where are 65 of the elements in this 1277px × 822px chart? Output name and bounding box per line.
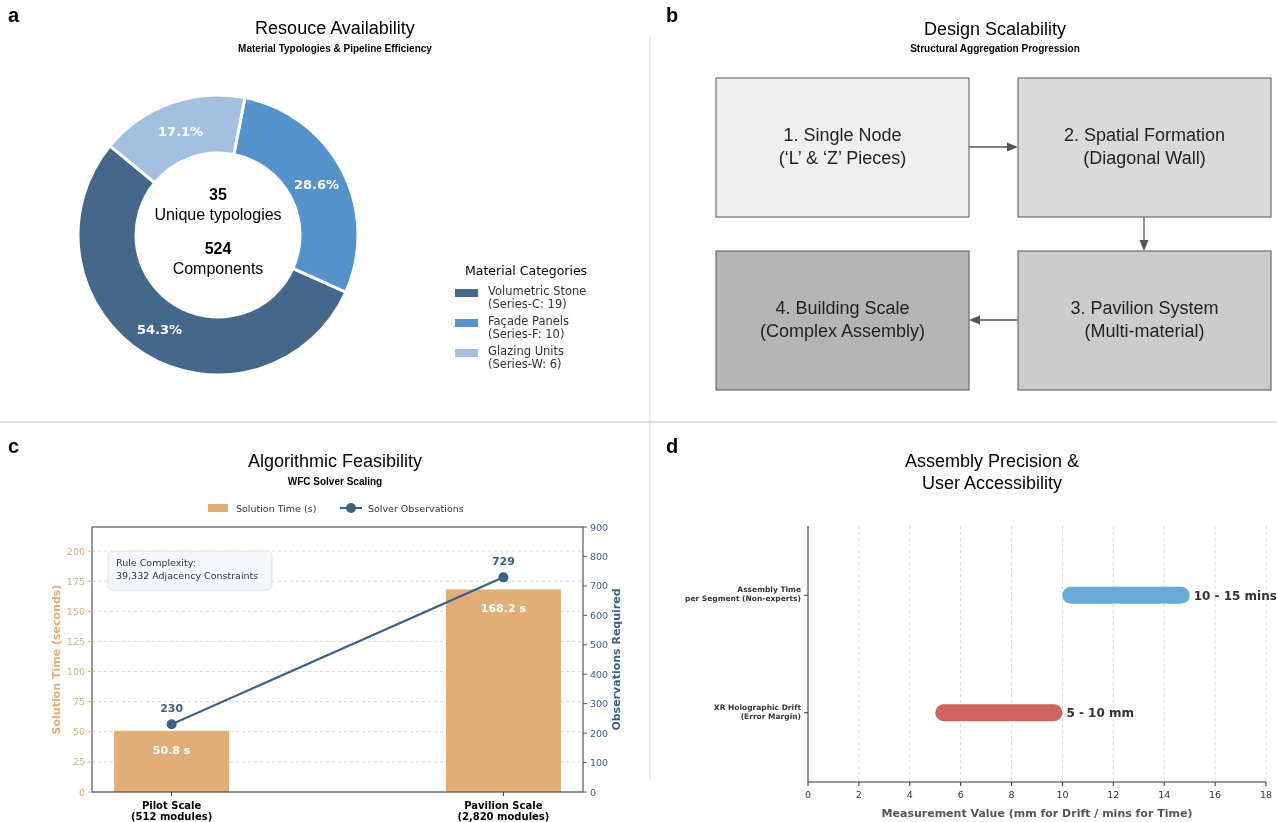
annotation: 5 - 10 mm (1066, 706, 1135, 721)
y-axis-title: Solution Time (seconds) (50, 584, 63, 735)
y-tick-label: 175 (66, 575, 85, 587)
x-tick-label: Pavilion Scale (2,820 modules) (457, 800, 550, 822)
legend-label: Volumetric Stone (Series-C: 19) (488, 284, 587, 311)
y2-tick-label: 100 (590, 757, 609, 769)
legend-label: Façade Panels (Series-F: 10) (488, 314, 570, 341)
y-tick-label: 200 (66, 545, 85, 557)
text: c (8, 435, 20, 457)
text: 1. Single Node (‘L’ & ‘Z’ Pieces) (778, 125, 907, 168)
text: 3. Pavilion System (Multi-material) (1070, 298, 1219, 341)
x-tick-label: 10 (1056, 789, 1069, 800)
text: Design Scalability (923, 19, 1067, 39)
y2-tick-label: 700 (590, 580, 609, 592)
text: d (666, 435, 679, 457)
text: Structural Aggregation Progression (910, 43, 1080, 54)
annotation: 10 - 15 mins (1193, 588, 1277, 603)
text: 4. Building Scale (Complex Assembly) (759, 298, 926, 341)
chart-title: Algorithmic Feasibility (247, 451, 423, 471)
x-tick-label: 16 (1209, 789, 1222, 800)
chart-title: Assembly Precision & User Accessibility (904, 451, 1080, 493)
data-label: 17.1% (158, 123, 204, 139)
y2-tick-label: 500 (590, 639, 609, 651)
x-tick-label: Pilot Scale (512 modules) (131, 800, 213, 822)
x-tick-label: 14 (1158, 789, 1171, 800)
y2-tick-label: 400 (590, 668, 609, 680)
y-tick-label: 50 (72, 726, 85, 738)
data-label: 54.3% (136, 322, 183, 338)
y-tick-label: 75 (72, 696, 85, 708)
legend-title: Material Categories (465, 263, 588, 278)
y-tick-label: 125 (66, 635, 85, 647)
y2-axis-title: Observations Required (610, 588, 623, 731)
chart-subtitle: WFC Solver Scaling (287, 476, 383, 487)
data-label: 168.2 s (480, 602, 527, 616)
x-tick-label: 12 (1107, 789, 1120, 800)
y2-tick-label: 900 (590, 521, 609, 533)
chart-subtitle: Material Typologies & Pipeline Efficiency (238, 43, 433, 54)
x-axis-title: Measurement Value (mm for Drift / mins for Time) (881, 807, 1193, 820)
data-label: 230 (160, 702, 184, 716)
data-label: 50.8 s (152, 743, 191, 757)
data-label: 28.6% (293, 176, 340, 192)
x-tick-label: 8 (1008, 789, 1015, 800)
chart-title: Resouce Availability (255, 18, 415, 38)
y2-tick-label: 300 (590, 698, 609, 710)
y-tick-label: 25 (72, 756, 85, 768)
text: a (8, 4, 20, 26)
text: b (666, 4, 679, 26)
x-tick-label: 18 (1259, 789, 1273, 800)
y-tick-label: 150 (66, 605, 85, 617)
data-label: 729 (491, 555, 515, 569)
annotation: Rule Complexity: 39,332 Adjacency Constraints (116, 557, 259, 581)
y-tick-label: 100 (66, 666, 85, 678)
y2-tick-label: 600 (590, 609, 609, 621)
text: 524 Components (172, 240, 264, 277)
legend-label: Solver Observations (368, 503, 464, 514)
x-tick-label: 2 (855, 789, 862, 800)
legend-label: Glazing Units (Series-W: 6) (488, 344, 565, 371)
x-tick-label: 4 (906, 789, 913, 800)
text: 35 Unique typologies (154, 186, 282, 223)
text: 2. Spatial Formation (Diagonal Wall) (1063, 125, 1226, 168)
y2-tick-label: 200 (590, 727, 609, 739)
x-tick-label: 0 (804, 789, 812, 800)
legend-label: Solution Time (s) (236, 503, 317, 514)
x-tick-label: 6 (957, 789, 964, 800)
y2-tick-label: 800 (590, 550, 609, 562)
